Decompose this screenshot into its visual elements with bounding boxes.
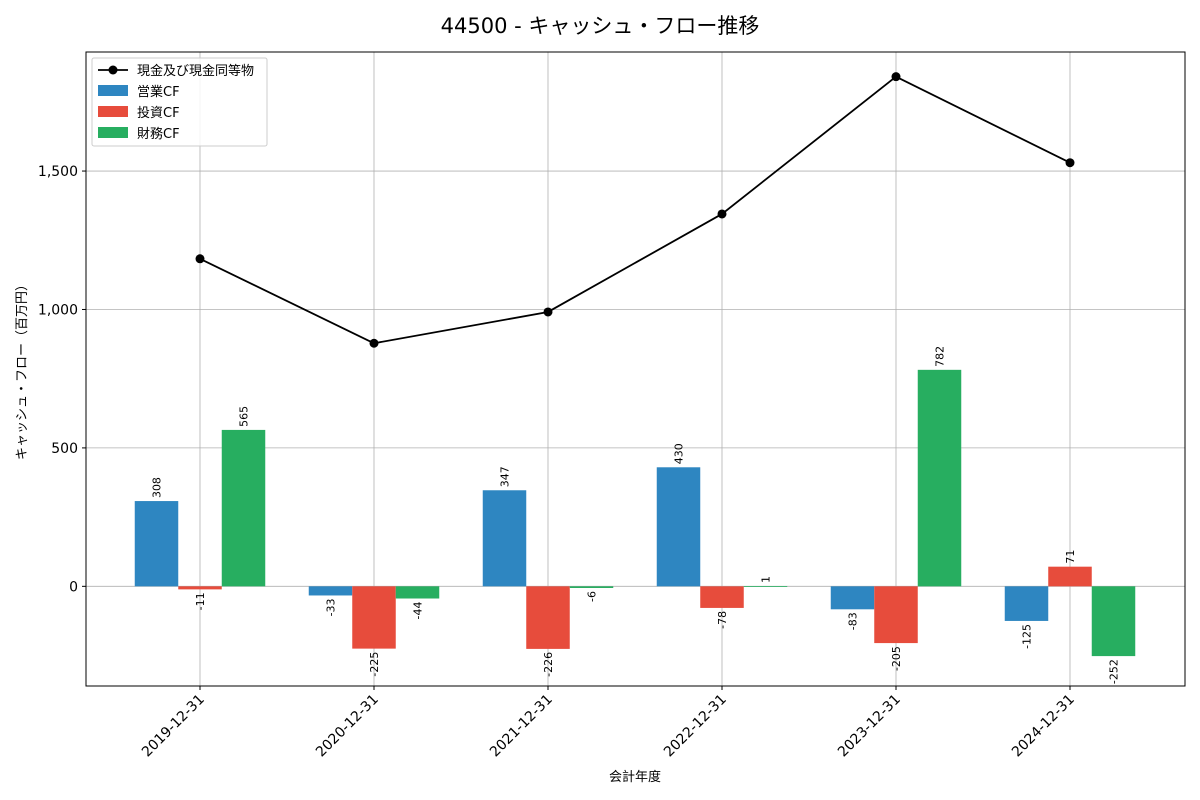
- bar-営業CF: [134, 501, 179, 587]
- bar-value-label: -83: [847, 612, 860, 630]
- bar-営業CF: [1004, 586, 1049, 621]
- bar-value-label: -205: [890, 646, 903, 671]
- bar-value-label: 347: [499, 466, 512, 487]
- bar-value-label: 430: [673, 443, 686, 464]
- bar-投資CF: [526, 586, 570, 649]
- cash-point: [543, 307, 553, 317]
- legend-label: 現金及び現金同等物: [137, 63, 254, 79]
- bar-value-label: 308: [151, 477, 164, 498]
- bar-財務CF: [1091, 586, 1136, 657]
- cash-point: [717, 209, 727, 219]
- bar-財務CF: [743, 586, 788, 587]
- y-tick-label: 0: [69, 579, 78, 595]
- cash-point: [1065, 158, 1075, 168]
- cash-point: [369, 338, 379, 348]
- chart-title: 44500 - キャッシュ・フロー推移: [441, 14, 760, 38]
- bar-投資CF: [874, 586, 918, 644]
- y-tick-label: 1,000: [38, 302, 78, 318]
- bar-value-label: -44: [412, 602, 425, 620]
- bar-value-label: -252: [1108, 659, 1121, 684]
- legend-swatch-営業CF: [98, 85, 128, 96]
- y-tick-label: 500: [51, 441, 78, 457]
- bar-value-label: -125: [1021, 624, 1034, 649]
- legend-swatch-投資CF: [98, 106, 128, 117]
- legend-label: 財務CF: [137, 127, 180, 142]
- line-layer: [195, 72, 1075, 348]
- bar-財務CF: [917, 369, 962, 587]
- bar-営業CF: [308, 586, 353, 596]
- cash-line: [199, 75, 1071, 345]
- bars-layer: [134, 369, 1136, 657]
- bar-営業CF: [656, 467, 701, 587]
- legend-box: [91, 57, 268, 147]
- bar-value-label: -33: [325, 598, 338, 616]
- bar-value-label: -6: [586, 591, 599, 602]
- legend-line-marker: [108, 65, 118, 75]
- bar-value-label: 1: [760, 576, 773, 583]
- bar-value-label: -78: [716, 611, 729, 629]
- bar-投資CF: [178, 586, 222, 590]
- bar-投資CF: [352, 586, 396, 649]
- bar-営業CF: [482, 490, 527, 587]
- bar-value-label: 71: [1064, 550, 1077, 564]
- y-tick-label: 1,500: [38, 164, 78, 180]
- data-labels-layer: 308 -33 347 430 -83 -125 -11 -225 -226 -78 -205 71 5…: [151, 346, 1121, 684]
- bar-value-label: -226: [542, 652, 555, 677]
- cash-point: [891, 72, 901, 82]
- bar-value-label: 565: [238, 406, 251, 427]
- bar-value-label: -225: [368, 652, 381, 677]
- bar-value-label: 782: [934, 346, 947, 367]
- legend-label: 投資CF: [137, 105, 180, 121]
- bar-財務CF: [395, 586, 440, 599]
- bar-営業CF: [830, 586, 875, 610]
- bar-value-label: -11: [194, 592, 207, 610]
- y-axis-label: キャッシュ・フロー（百万円）: [15, 278, 30, 460]
- bar-投資CF: [700, 586, 744, 608]
- x-axis-label: 会計年度: [609, 769, 661, 785]
- legend-swatch-財務CF: [98, 127, 128, 138]
- bar-財務CF: [221, 429, 266, 587]
- legend-label: 営業CF: [137, 84, 180, 100]
- plot-frame: [85, 51, 1186, 687]
- bar-投資CF: [1048, 566, 1092, 587]
- bar-財務CF: [569, 586, 614, 588]
- cash-point: [195, 254, 205, 264]
